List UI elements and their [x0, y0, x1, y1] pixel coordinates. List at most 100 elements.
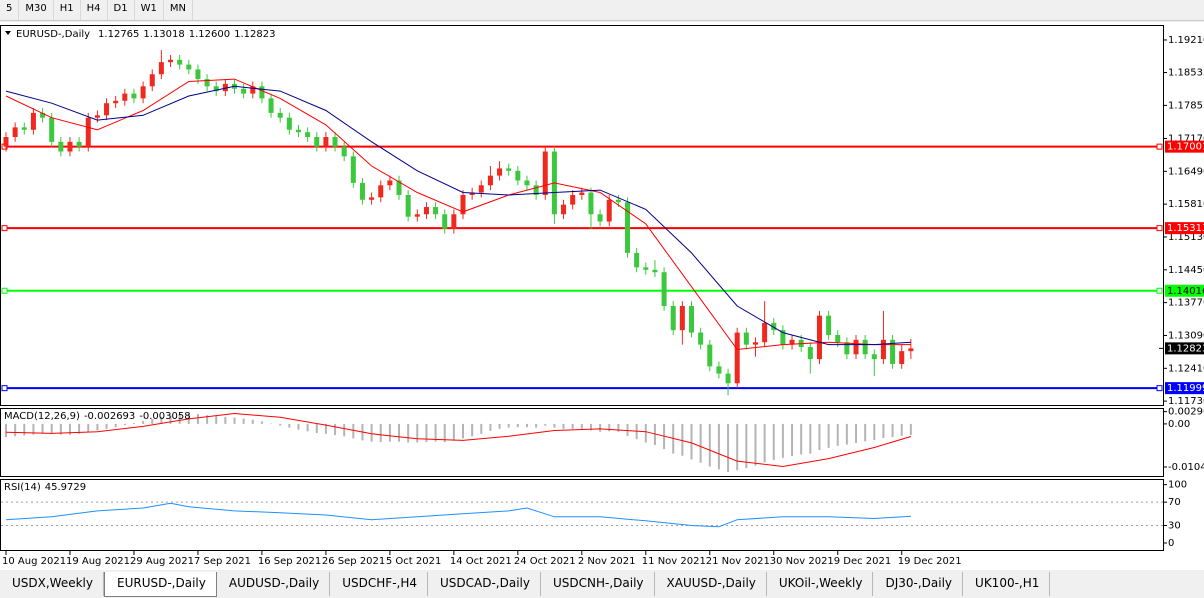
candle-body [305, 132, 311, 138]
candle-body [378, 185, 384, 198]
candle-body [515, 170, 521, 181]
symbol-tab[interactable]: USDX,Weekly [0, 572, 104, 596]
candle-body [359, 182, 365, 200]
candle-body [497, 168, 503, 176]
symbol: EURUSD-,Daily [16, 29, 90, 40]
candle-body [49, 117, 55, 142]
symbol-tab[interactable]: EURUSD-,Daily [104, 572, 217, 597]
candle-body [314, 137, 320, 147]
timeframe-button[interactable]: D1 [108, 0, 135, 20]
rsi-panel [0, 479, 1164, 551]
x-tick-label: 19 Aug 2021 [66, 556, 130, 567]
y-tick-label: -0.010425 [1168, 462, 1204, 473]
ohlc-value: 1.12765 [98, 29, 139, 40]
candle-body [76, 141, 82, 147]
ohlc-value: 1.12823 [234, 29, 275, 40]
candle-body [40, 112, 46, 118]
candle-body [908, 348, 914, 352]
symbol-tab[interactable]: AUDUSD-,Daily [217, 572, 331, 596]
candle-body [12, 127, 18, 138]
symbol-tab[interactable]: UK100-,H1 [963, 572, 1051, 596]
symbol-tabs: USDX,Weekly EURUSD-,Daily AUDUSD-,Daily USD… [0, 572, 1204, 598]
moving-average [5, 85, 911, 346]
y-tick-label: 0.002966 [1168, 407, 1204, 418]
timeframe-button[interactable]: W1 [135, 0, 164, 20]
level-handle [1156, 287, 1163, 294]
candle-body [588, 192, 594, 215]
x-tick-label: 5 Oct 2021 [386, 556, 441, 567]
candle-body [341, 146, 347, 157]
candle-body [579, 192, 585, 195]
candle-body [414, 214, 420, 217]
y-tick-label: 1.19210 [1168, 35, 1204, 46]
candle-body [835, 334, 841, 343]
candle-body [606, 199, 612, 222]
y-tick-label: 30 [1168, 521, 1181, 532]
timeframe-button[interactable]: 5 [0, 0, 20, 20]
candle-body [387, 180, 393, 186]
candle-body [816, 315, 822, 360]
candle-body [615, 199, 621, 203]
candle-body [396, 180, 402, 195]
candle-body [195, 69, 201, 80]
level-label: 1.14016 [1167, 286, 1204, 297]
candle-body [570, 194, 576, 205]
current-price-label: 1.12823 [1167, 343, 1204, 354]
timeframe-button[interactable]: MN [164, 0, 193, 20]
symbol-tab[interactable]: USDCAD-,Daily [428, 572, 541, 596]
candle-body [168, 59, 174, 63]
symbol-tab[interactable]: UKOil-,Weekly [767, 572, 874, 596]
y-tick-label: 1.14450 [1168, 265, 1204, 276]
candle-body [186, 64, 192, 70]
candle-body [94, 115, 100, 118]
candle-body [21, 127, 27, 130]
y-tick-label: 1.11730 [1168, 396, 1204, 407]
candle-body [643, 267, 649, 270]
candle-body [698, 332, 704, 345]
chart-header: EURUSD-,Daily 1.12765 1.13018 1.12600 1.1282… [16, 29, 275, 40]
candle-body [295, 129, 301, 133]
level-label: 1.11999 [1167, 383, 1204, 394]
x-tick-label: 14 Oct 2021 [450, 556, 512, 567]
level-handle [1, 225, 8, 232]
candle-body [149, 74, 155, 87]
timeframe-button[interactable]: M30 [19, 0, 54, 20]
candle-body [177, 59, 183, 65]
y-tick-label: 1.12410 [1168, 363, 1204, 374]
timeframe-button[interactable]: H4 [81, 0, 108, 20]
x-tick-label: 24 Oct 2021 [514, 556, 576, 567]
candle-body [369, 197, 375, 200]
timeframe-button[interactable]: H1 [54, 0, 81, 20]
level-label-box [1165, 382, 1204, 395]
candle-body [506, 168, 512, 171]
level-handle [1, 385, 8, 392]
macd-panel [0, 408, 1164, 477]
candle-body [58, 141, 64, 152]
candle-body [259, 86, 265, 99]
candle-body [433, 207, 439, 215]
candle-body [104, 103, 110, 116]
symbol-tab[interactable]: USDCHF-,H4 [330, 572, 428, 596]
candle-body [113, 100, 119, 104]
candle-body [405, 194, 411, 217]
symbol-tab[interactable]: XAUUSD-,Daily [655, 572, 767, 596]
candle-body [451, 214, 457, 229]
symbol-tab[interactable]: USDCNH-,Daily [541, 572, 655, 596]
candle-body [542, 151, 548, 195]
candle-body [222, 83, 228, 92]
candle-body [890, 339, 896, 364]
timeframe-toolbar: 5 M30 H1 H4 D1 W1 MN [0, 0, 1204, 21]
candle-body [880, 339, 886, 360]
price-panel [0, 25, 1164, 406]
candle-body [469, 192, 475, 195]
candle-body [213, 86, 219, 92]
level-label-box [1165, 140, 1204, 153]
y-tick-label: 1.13770 [1168, 298, 1204, 309]
candle-body [862, 339, 868, 355]
candle-body [3, 137, 9, 147]
candle-body [743, 332, 749, 345]
symbol-tab[interactable]: DJ30-,Daily [873, 572, 964, 596]
y-tick-label: 100 [1168, 480, 1187, 491]
candle-body [561, 204, 567, 215]
